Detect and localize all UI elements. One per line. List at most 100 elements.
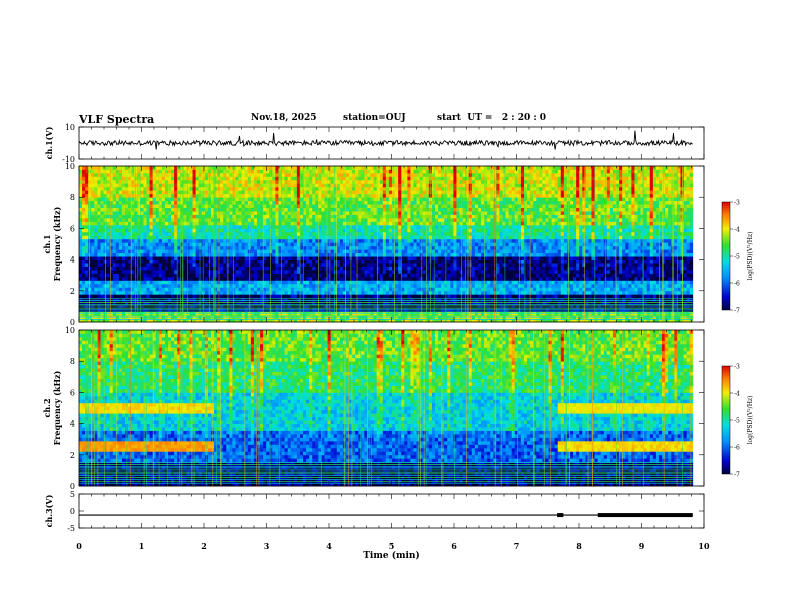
ch1-spectrogram-cell: [186, 224, 190, 229]
ch1-spectrogram-cell: [388, 249, 393, 254]
ch1-spectrogram-cell: [395, 263, 399, 267]
ch1-spectrogram-cell: [342, 204, 347, 208]
ch1-spectrogram-cell: [293, 211, 298, 215]
ch1-spectrogram-cell: [167, 166, 172, 170]
ch1-spectrogram-cell: [250, 193, 255, 198]
ch1-spectrogram-cell: [82, 263, 86, 267]
ch1-spectrogram-cell: [392, 186, 396, 191]
ch1-spectrogram-cell: [241, 238, 246, 243]
ch1-spectrogram-cell: [195, 207, 200, 212]
ch1-spectrogram-cell: [318, 221, 322, 226]
ch1-spectrogram-cell: [404, 200, 408, 205]
ch1-spectrogram-cell: [183, 238, 187, 243]
ch1-spectrogram-cell: [158, 273, 163, 278]
ch1-spectrogram-cell: [137, 186, 141, 191]
ch1-spectrogram-cell: [345, 290, 350, 295]
ch1-spectrogram-cell: [88, 193, 92, 198]
ch1-spectrogram-cell: [315, 169, 319, 174]
ch1-spectrogram-cell: [250, 245, 255, 250]
ch1-spectrogram-cell: [201, 294, 206, 299]
ch1-spectrogram-cell: [106, 238, 111, 243]
ch1-spectrogram-cell: [373, 183, 378, 188]
ch1-spectrogram-cell: [137, 214, 141, 219]
ch1-spectrogram-cell: [118, 276, 123, 281]
ch1-spectrogram-cell: [327, 266, 332, 271]
ch1-spectrogram-cell: [103, 166, 108, 170]
ch1-spectrogram-cell: [342, 176, 347, 181]
ch1-spectrogram-cell: [388, 197, 393, 202]
ch1-spectrogram-cell: [241, 183, 246, 188]
ch1-spectrogram-cell: [155, 238, 160, 243]
ch1-spectrogram-cell: [404, 166, 408, 170]
ch1-spectrogram-cell: [290, 214, 295, 219]
ch1-spectrogram-cell: [174, 190, 178, 195]
ch1-spectrogram-cell: [220, 259, 224, 264]
ch1-spectrogram-cell: [143, 259, 147, 264]
ch1-spectrogram-cell: [269, 294, 273, 299]
ch1-spectrogram-cell: [250, 211, 255, 215]
ch1-spectrogram-cell: [345, 304, 350, 309]
ch1-spectrogram-cell: [198, 245, 203, 250]
ch1-spectrogram-cell: [91, 183, 95, 188]
ch1-spectrogram-cell: [91, 207, 95, 212]
ch1-spectrogram-cell: [121, 245, 126, 250]
ch1-spectrogram-cell: [118, 245, 123, 250]
ch1-spectrogram-cell: [388, 263, 393, 267]
ch1-spectrogram-cell: [100, 169, 104, 174]
ch1-spectrogram-cell: [290, 263, 295, 267]
ch1-spectrogram-cell: [315, 183, 319, 188]
ch1-spectrogram-cell: [88, 287, 92, 292]
ch1-spectrogram-cell: [106, 252, 111, 257]
ch1-spectrogram-cell: [392, 294, 396, 299]
ch1-spectrogram-cell: [155, 283, 160, 288]
ch1-spectrogram-cell: [250, 221, 255, 226]
ch1-spectrogram-cell: [232, 242, 236, 247]
ch1-spectrogram-cell: [364, 301, 368, 306]
ch1-spectrogram-cell: [324, 290, 328, 295]
ch1-spectrogram-cell: [309, 166, 313, 170]
ch1-spectrogram-cell: [293, 287, 298, 292]
ch1-spectrogram-cell: [382, 266, 387, 271]
ch1-spectrogram-cell: [183, 169, 187, 174]
ch1-spectrogram-cell: [342, 242, 347, 247]
ch1-spectrogram-cell: [161, 190, 166, 195]
ch1-spectrogram-cell: [306, 276, 310, 281]
ch1-spectrogram-cell: [398, 186, 402, 191]
ch1-spectrogram-cell: [410, 256, 414, 260]
ch1-spectrogram-cell: [293, 221, 298, 226]
ch1-spectrogram-cell: [312, 207, 316, 212]
ch1-spectrogram-cell: [220, 200, 224, 205]
ch1-spectrogram-cell: [312, 214, 316, 219]
ch1-spectrogram-cell: [324, 235, 328, 240]
ch1-spectrogram-cell: [220, 172, 224, 177]
ch1-spectrogram-cell: [263, 193, 267, 198]
ch1-spectrogram-cell: [339, 238, 344, 243]
ch1-spectrogram-cell: [204, 200, 209, 205]
ch1-spectrogram-cell: [373, 259, 378, 264]
ch1-spectrogram-cell: [392, 231, 396, 236]
ch1-spectrogram-cell: [266, 169, 270, 174]
ch1-spectrogram-cell: [315, 231, 319, 236]
ch1-spectrogram-cell: [232, 207, 236, 212]
ch1-spectrogram-cell: [91, 249, 95, 254]
ch1-spectrogram-cell: [177, 270, 181, 274]
ch1-spectrogram-cell: [336, 283, 341, 288]
ch1-spectrogram-cell: [342, 276, 347, 281]
ch1-spectrogram-cell: [232, 179, 236, 184]
ch1-spectrogram-cell: [223, 231, 227, 236]
ch1-spectrogram-cell: [278, 179, 282, 184]
ch1-spectrogram-cell: [309, 280, 313, 285]
ch1-spectrogram-cell: [342, 256, 347, 260]
ch1-spectrogram-cell: [88, 214, 92, 219]
ch1-spectrogram-cell: [238, 266, 243, 271]
ch1-spectrogram-cell: [275, 259, 279, 264]
ch1-spectrogram-cell: [373, 276, 378, 281]
ch1-spectrogram-cell: [388, 252, 393, 257]
ch1-spectrogram-cell: [109, 259, 114, 264]
ch1-spectrogram-cell: [186, 276, 190, 281]
ch1-spectrogram-cell: [266, 252, 270, 257]
ch1-spectrogram-cell: [125, 276, 129, 281]
ch1-spectrogram-cell: [186, 259, 190, 264]
ch1-spectrogram-cell: [272, 276, 276, 281]
ch1-spectrogram-cell: [312, 245, 316, 250]
